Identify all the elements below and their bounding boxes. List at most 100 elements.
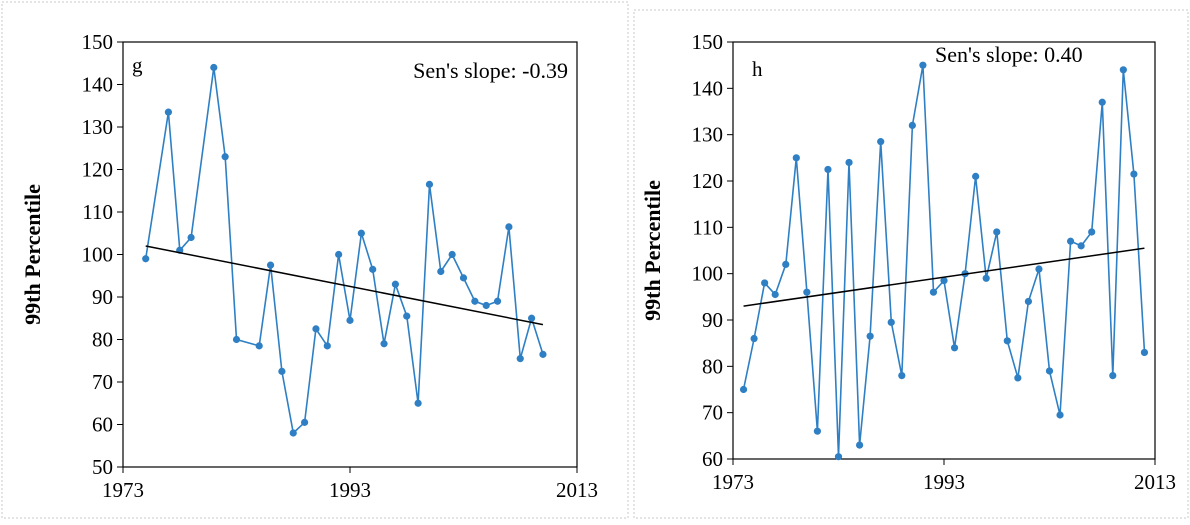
data-point — [142, 255, 150, 263]
data-point — [929, 288, 938, 296]
data-point — [335, 250, 343, 259]
data-point — [437, 267, 445, 276]
series-line — [742, 65, 1146, 457]
data-point — [493, 297, 502, 305]
plot-area — [732, 41, 1156, 460]
x-tick-label: 2013 — [556, 478, 598, 502]
data-point — [982, 274, 990, 282]
chart-panel-h: 60 70 80 90 100 110 120 130 140 150 1973 1993 2013 99… — [633, 9, 1189, 519]
y-tick-label: 70 — [702, 401, 723, 425]
sens-slope-annotation: Sen's slope: 0.40 — [935, 42, 1083, 67]
data-point — [792, 154, 800, 162]
data-point — [845, 158, 853, 167]
data-point — [232, 335, 241, 344]
data-point — [301, 418, 309, 426]
data-point — [771, 290, 779, 299]
y-tick-label: 110 — [692, 215, 723, 239]
y-tick-label: 100 — [82, 243, 114, 267]
data-point — [834, 453, 843, 461]
data-point — [950, 344, 959, 352]
data-point — [803, 288, 811, 296]
y-tick-label: 110 — [82, 200, 113, 224]
data-point — [887, 318, 895, 326]
data-point — [312, 325, 320, 333]
panel-frame — [1, 1, 629, 519]
data-point — [866, 332, 874, 340]
sens-slope-annotation: Sen's slope: -0.39 — [413, 58, 568, 83]
x-tick-label: 1973 — [712, 470, 754, 494]
data-point — [739, 385, 748, 394]
y-tick-label: 50 — [92, 455, 113, 479]
y-tick-label: 130 — [82, 115, 114, 139]
data-point — [972, 172, 980, 180]
data-point — [210, 63, 218, 72]
data-point — [278, 367, 286, 375]
x-tick-label: 1993 — [329, 478, 371, 502]
y-axis-title: 99th Percentile — [20, 184, 45, 325]
y-tick-label: 60 — [92, 413, 113, 437]
x-tick-label: 2013 — [1134, 470, 1176, 494]
y-tick-label: 120 — [692, 169, 724, 193]
panel-letter: g — [132, 53, 143, 77]
y-tick-label: 60 — [702, 447, 723, 471]
chart-panel-g: 50 60 70 80 90 100 110 120 130 140 150 1973 1993 2013… — [1, 1, 629, 519]
data-point — [482, 301, 490, 310]
data-point — [1119, 66, 1127, 74]
y-tick-label: 150 — [692, 30, 724, 54]
data-point — [761, 279, 769, 287]
data-point — [1045, 367, 1054, 375]
data-point — [877, 138, 885, 146]
data-point — [1024, 297, 1032, 306]
data-point — [782, 260, 790, 268]
data-point — [824, 165, 832, 174]
data-point — [940, 277, 948, 285]
x-tick-label: 1993 — [923, 470, 965, 494]
data-point — [1077, 242, 1085, 250]
data-point — [993, 228, 1001, 236]
data-point — [1003, 337, 1011, 345]
y-axis-title: 99th Percentile — [640, 180, 665, 321]
y-tick-label: 80 — [92, 328, 113, 352]
trend-line — [743, 247, 1145, 307]
data-point — [1109, 372, 1117, 380]
data-point — [528, 314, 536, 322]
y-tick-label: 140 — [692, 76, 724, 100]
series-line — [144, 67, 544, 435]
data-point — [516, 355, 524, 363]
data-point — [1098, 98, 1106, 106]
y-tick-label: 130 — [692, 123, 724, 147]
data-point — [1056, 411, 1064, 419]
data-point — [539, 350, 547, 358]
data-point — [856, 441, 864, 449]
y-tick-label: 120 — [82, 158, 114, 182]
data-point — [369, 265, 377, 273]
y-tick-label: 100 — [692, 262, 724, 286]
data-point — [898, 372, 906, 380]
x-tick-label: 1973 — [102, 478, 144, 502]
data-point — [346, 316, 354, 324]
data-point — [813, 427, 822, 435]
data-point — [164, 108, 172, 116]
data-point — [221, 153, 229, 161]
data-point — [1067, 237, 1075, 245]
data-point — [187, 233, 195, 242]
y-tick-label: 90 — [92, 285, 113, 309]
data-point — [414, 399, 422, 407]
data-point — [1088, 228, 1096, 236]
data-point — [505, 223, 513, 231]
data-point — [471, 297, 479, 305]
data-point — [1140, 348, 1149, 357]
data-point — [266, 261, 275, 269]
data-point — [323, 342, 331, 350]
panel-frame — [633, 9, 1189, 519]
data-point — [357, 229, 365, 237]
data-point — [403, 312, 411, 320]
data-point — [1014, 374, 1022, 382]
panel-letter: h — [752, 57, 763, 81]
y-tick-label: 70 — [92, 370, 113, 394]
data-point — [391, 280, 399, 288]
y-tick-label: 150 — [82, 30, 114, 54]
data-point — [425, 180, 434, 188]
